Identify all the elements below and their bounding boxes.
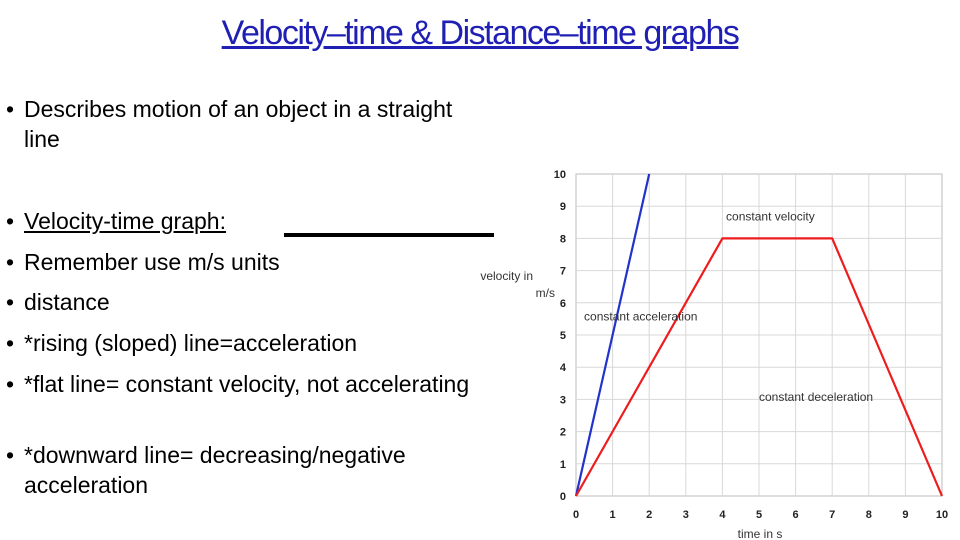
bullet-text: Describes motion of an object in a strai…: [24, 96, 453, 152]
y-tick-label: 4: [560, 362, 567, 374]
series-lines: [574, 173, 944, 497]
bullet-item: • Remember use m/s units: [6, 247, 476, 277]
bullet-item: • *downward line= decreasing/negative ac…: [6, 440, 476, 500]
bullet-item: • *flat line= constant velocity, not acc…: [6, 369, 476, 399]
bullet-dot: •: [6, 208, 15, 234]
x-tick-label: 2: [646, 509, 652, 521]
y-tick-label: 2: [560, 427, 566, 439]
y-tick-label: 1: [560, 459, 566, 471]
x-tick-label: 4: [719, 509, 726, 521]
bullet-text: *flat line= constant velocity, not accel…: [24, 371, 470, 397]
x-tick-label: 7: [829, 509, 835, 521]
slide-title: Velocity–time & Distance–time graphs: [221, 14, 740, 52]
bullet-dot: •: [6, 249, 15, 275]
y-tick-label: 3: [560, 394, 566, 406]
grid: [576, 174, 942, 496]
x-tick-label: 6: [793, 509, 799, 521]
bullet-dot: •: [6, 371, 15, 397]
x-tick-label: 0: [573, 509, 579, 521]
bullet-text: *downward line= decreasing/negative acce…: [24, 442, 406, 498]
y-tick-label: 9: [560, 201, 566, 213]
annotation-constant-velocity: constant velocity: [726, 210, 815, 224]
x-tick-label: 3: [683, 509, 689, 521]
bullet-dot: •: [6, 330, 15, 356]
bullet-text: distance: [24, 289, 110, 315]
bullet-item: • distance: [6, 287, 476, 317]
bullet-heading: Velocity-time graph:: [24, 208, 226, 234]
x-tick-label: 9: [902, 509, 908, 521]
y-tick-label: 0: [560, 491, 566, 503]
bullet-dot: •: [6, 96, 15, 122]
x-axis-label: time in s: [738, 527, 783, 540]
tick-labels: 0 1 2 3 4 5 6 7 8 9 10 0 1 2 3 4 5 6 7 8 9 10: [554, 169, 948, 521]
bullet-item: • Velocity-time graph:: [6, 206, 476, 236]
annotation-constant-acceleration: constant acceleration: [584, 310, 697, 324]
x-tick-label: 8: [866, 509, 872, 521]
series-line-blue: [574, 173, 651, 497]
fill-in-blank-line: [284, 233, 494, 237]
annotation-constant-deceleration: constant deceleration: [759, 390, 873, 404]
y-tick-label: 6: [560, 298, 566, 310]
bullet-item: • Describes motion of an object in a str…: [6, 94, 476, 154]
annotations: constant velocity constant acceleration co…: [584, 210, 873, 404]
x-tick-label: 10: [936, 509, 948, 521]
bullet-text: *rising (sloped) line=acceleration: [24, 330, 358, 356]
y-axis-label-line2: m/s: [536, 286, 555, 300]
bullet-text: Remember use m/s units: [24, 249, 280, 275]
y-tick-label: 5: [560, 330, 566, 342]
y-tick-label: 10: [554, 169, 566, 181]
bullet-item: • *rising (sloped) line=acceleration: [6, 328, 476, 358]
x-tick-label: 5: [756, 509, 762, 521]
bullet-dot: •: [6, 442, 15, 468]
series-line-red: [575, 237, 944, 497]
x-tick-label: 1: [610, 509, 616, 521]
y-tick-label: 8: [560, 233, 566, 245]
y-axis-label-line1: velocity in: [480, 269, 533, 283]
bullet-dot: •: [6, 289, 15, 315]
y-tick-label: 7: [560, 266, 566, 278]
